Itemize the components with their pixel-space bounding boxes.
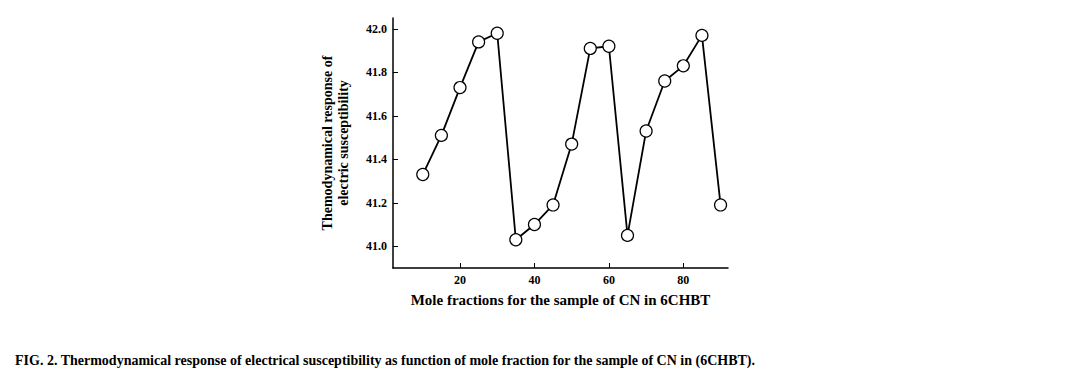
- svg-text:41.6: 41.6: [366, 109, 387, 123]
- svg-text:60: 60: [603, 273, 615, 287]
- svg-text:42.0: 42.0: [366, 22, 387, 36]
- svg-text:40: 40: [528, 273, 540, 287]
- svg-text:80: 80: [677, 273, 689, 287]
- svg-text:Themodynamical response of: Themodynamical response of: [320, 55, 335, 230]
- svg-text:20: 20: [454, 273, 466, 287]
- svg-text:41.4: 41.4: [366, 152, 387, 166]
- svg-text:41.0: 41.0: [366, 239, 387, 253]
- svg-text:electric susceptibility: electric susceptibility: [336, 80, 351, 206]
- svg-text:41.8: 41.8: [366, 65, 387, 79]
- svg-text:41.2: 41.2: [366, 196, 387, 210]
- svg-text:Mole fractions for the sample: Mole fractions for the sample of CN in 6…: [411, 292, 711, 308]
- svg-text:FIG. 2. Thermodynamical respon: FIG. 2. Thermodynamical response of elec…: [15, 353, 755, 369]
